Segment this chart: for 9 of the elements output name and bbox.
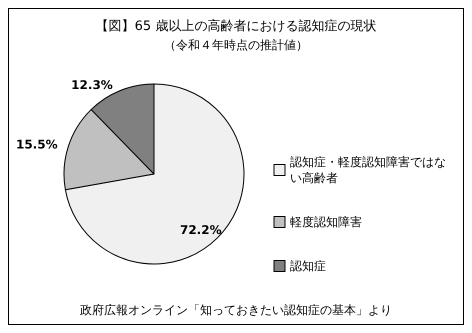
data-label: 12.3% [71,78,113,92]
legend-label: 軽度認知障害 [290,215,362,229]
data-label: 15.5% [16,138,58,152]
text: 政府広報オンライン「知っておきたい認知症の基本」より [80,303,392,317]
chart-title: 【図】65 歳以上の高齢者における認知症の現状 [96,18,376,34]
legend-label: 認知症 [290,259,326,273]
chart-subtitle: （令和４年時点の推計値） [164,38,308,52]
data-label: 72.2% [180,222,222,237]
legend-label: 認知症・軽度認知障害ではない高齢者 [290,155,446,185]
